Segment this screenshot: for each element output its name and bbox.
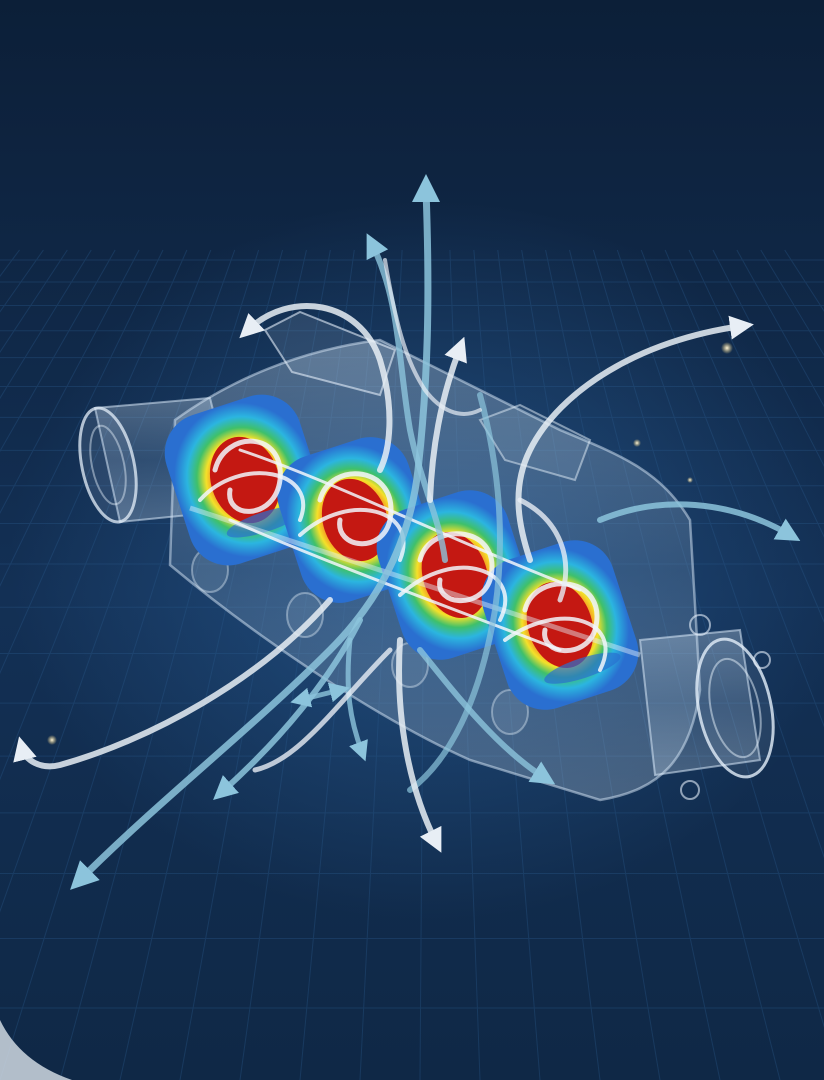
white-stream [13,597,333,770]
right-pipe [638,614,775,800]
white-stream [252,647,393,773]
white-stream [239,303,393,473]
grid-line [0,249,116,453]
grid-line [0,249,212,781]
grid-line [0,249,188,675]
white-stream [396,637,442,853]
white-stream [517,497,569,603]
grid-line [0,249,140,514]
white-stream [515,315,754,563]
blue-stream [417,647,556,785]
grid-line [664,249,824,623]
grid-line [0,249,164,587]
corner-rim [0,1020,72,1080]
grid-line [0,249,92,400]
white-stream [427,336,467,503]
grid-line [0,249,236,913]
grid-line [688,249,824,538]
grid-line [0,249,260,1080]
blue-stream [407,392,503,793]
blue-stream [597,501,801,542]
top-flange [263,310,397,397]
grid-line [712,249,824,467]
sparkles [47,342,733,745]
grid-line [640,249,824,728]
grid-line [736,249,824,408]
white-stream [383,258,482,416]
streamlines [13,174,801,890]
blue-stream [70,186,432,890]
